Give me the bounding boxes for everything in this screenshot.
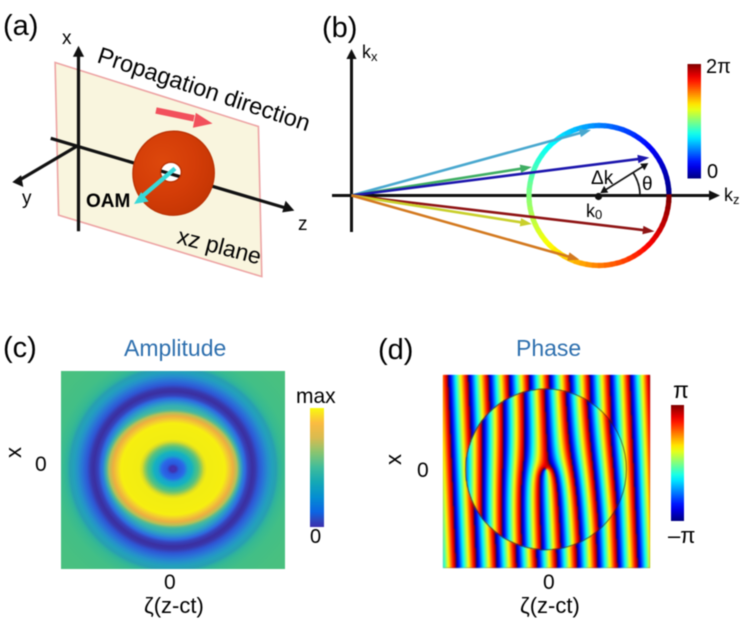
svg-text:max: max — [296, 385, 336, 408]
svg-text:π: π — [673, 377, 689, 403]
svg-text:ζ(z-ct): ζ(z-ct) — [520, 593, 580, 618]
svg-text:2π: 2π — [706, 56, 731, 78]
svg-text:0: 0 — [417, 459, 429, 482]
svg-text:Δk: Δk — [591, 168, 614, 189]
svg-text:0: 0 — [164, 571, 176, 594]
svg-text:–π: –π — [668, 523, 695, 548]
svg-text:(c): (c) — [3, 332, 37, 364]
svg-text:kx: kx — [362, 42, 378, 64]
svg-text:0: 0 — [35, 453, 47, 476]
svg-text:0: 0 — [707, 161, 718, 183]
svg-text:x: x — [1, 447, 26, 458]
svg-text:Phase: Phase — [516, 335, 581, 361]
svg-text:x: x — [62, 28, 72, 49]
svg-text:Amplitude: Amplitude — [124, 335, 226, 361]
svg-text:kz: kz — [724, 185, 740, 207]
svg-text:z: z — [298, 214, 308, 235]
svg-text:(a): (a) — [3, 10, 38, 42]
svg-text:y: y — [22, 188, 32, 209]
svg-text:θ: θ — [642, 174, 653, 195]
svg-text:(b): (b) — [322, 12, 357, 44]
svg-text:OAM: OAM — [86, 191, 130, 212]
svg-text:x: x — [381, 454, 406, 465]
svg-text:0: 0 — [310, 526, 321, 548]
svg-text:k0: k0 — [586, 201, 602, 222]
svg-text:(d): (d) — [378, 334, 413, 366]
svg-text:ζ(z-ct): ζ(z-ct) — [144, 593, 204, 618]
svg-text:0: 0 — [543, 571, 555, 594]
